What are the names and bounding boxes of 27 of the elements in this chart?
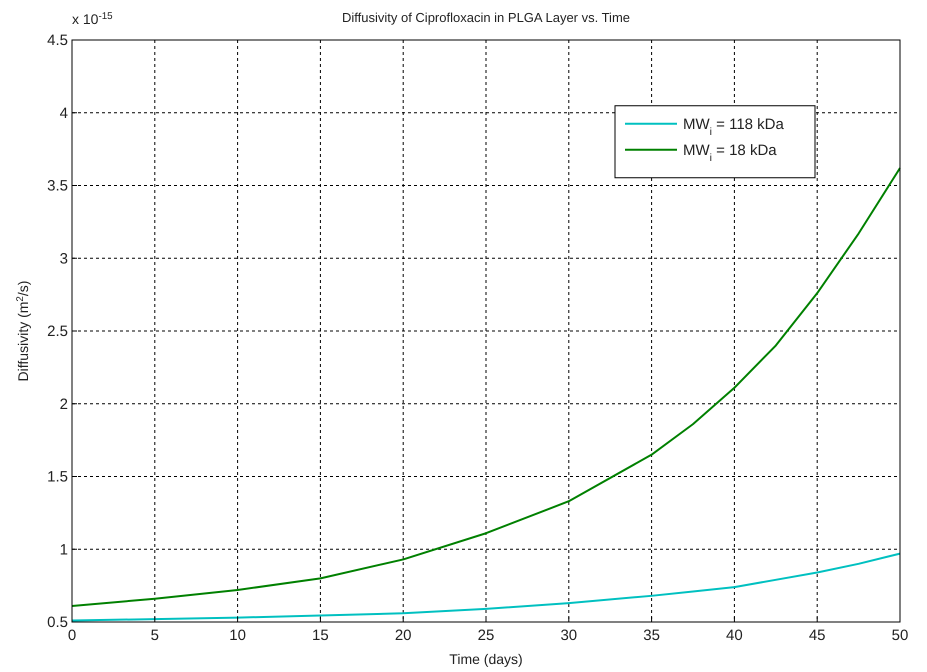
y-tick-label: 4 [60,104,68,122]
x-tick-label: 35 [643,627,660,644]
x-tick-label: 15 [312,627,329,644]
x-tick-label: 30 [560,627,578,644]
legend-label: MW$_{i}$ = 18 kDa [683,142,778,164]
y-tick-label: 1 [60,541,68,558]
y-tick-label: 0.5 [47,614,68,631]
x-tick-label: 40 [726,627,743,644]
line-series [71,552,901,622]
y-tick-label: 4.5 [47,32,68,49]
line-series [71,167,901,607]
y-tick-label: 1.5 [47,468,68,486]
y-tick-label: 2.5 [47,323,68,340]
x-tick-label: 45 [808,627,826,644]
chart-title: Diffusivity of Ciprofloxacin in PLGA Layer vs. Time [342,10,630,25]
legend-label: MW$_{i}$ = 118 kDa [683,116,785,138]
x-tick-label: 20 [394,627,412,644]
x-tick-label: 5 [150,627,159,644]
x-tick-label: 50 [892,627,908,644]
x-axis-title: Time (days) [449,651,523,667]
y-tick-label: 2 [60,396,68,413]
text: x 10$^{-15}$ [72,10,114,27]
y-tick-label: 3.5 [47,178,68,194]
y-tick-label: 3 [60,250,68,268]
x-tick-label: 0 [68,627,76,644]
x-tick-label: 25 [478,627,494,644]
x-tick-label: 10 [229,627,246,644]
